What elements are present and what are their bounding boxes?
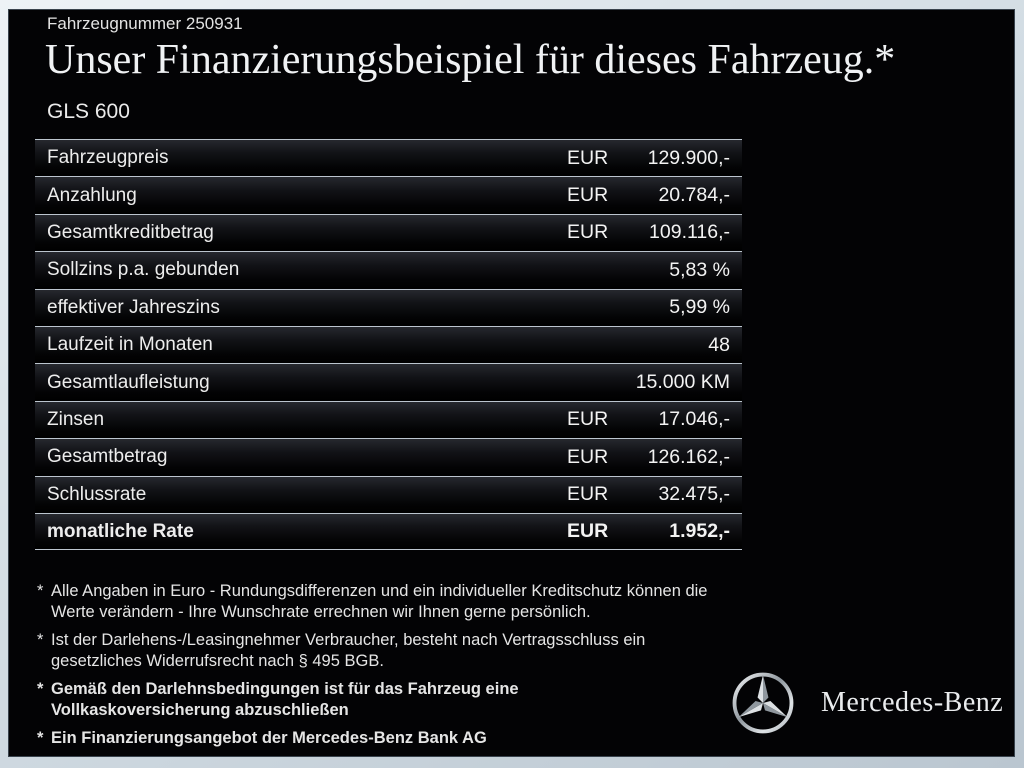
table-row: Sollzins p.a. gebunden 5,83 % <box>35 251 742 289</box>
footnote-text: Ist der Darlehens-/Leasingnehmer Verbrau… <box>51 631 646 670</box>
mercedes-star-icon <box>732 672 794 734</box>
brand-logo: Mercedes-Benz <box>731 671 1003 735</box>
table-row: Gesamtlaufleistung 15.000 KM <box>35 363 742 401</box>
row-currency: EUR <box>567 184 609 207</box>
row-label: Gesamtbetrag <box>47 446 168 468</box>
footnote-text: Alle Angaben in Euro - Rundungsdifferenz… <box>51 582 708 621</box>
row-label: Zinsen <box>47 408 105 430</box>
row-label: Laufzeit in Monaten <box>47 334 213 356</box>
footnote: * Ist der Darlehens-/Leasingnehmer Verbr… <box>37 630 761 672</box>
table-row: Gesamtbetrag EUR 126.162,- <box>35 438 742 476</box>
row-value: 48 <box>708 333 730 356</box>
row-value: 126.162,- <box>647 445 730 468</box>
table-row: Gesamtkreditbetrag EUR 109.116,- <box>35 213 742 252</box>
footnote-text: Gemäß den Darlehnsbedingungen ist für da… <box>51 680 519 719</box>
row-value: 129.900,- <box>647 146 730 169</box>
row-value: 5,99 % <box>669 296 730 319</box>
row-currency: EUR <box>567 445 609 468</box>
financing-table: Fahrzeugpreis EUR 129.900,- Anzahlung EUR… <box>35 139 742 551</box>
row-label: Schlussrate <box>47 483 147 505</box>
footnote: * Ein Finanzierungsangebot der Mercedes-… <box>37 728 761 749</box>
table-row: effektiver Jahreszins 5,99 % <box>35 288 742 326</box>
row-label: Gesamtkreditbetrag <box>47 221 214 243</box>
row-currency: EUR <box>567 408 609 431</box>
table-row-monthly-rate: monatliche Rate EUR 1.952,- <box>35 512 742 551</box>
model-name: GLS 600 <box>47 100 130 123</box>
row-value: 1.952,- <box>669 520 730 543</box>
row-label: Fahrzeugpreis <box>47 147 169 169</box>
row-label: Gesamtlaufleistung <box>47 371 210 393</box>
row-value: 109.116,- <box>649 221 730 244</box>
brand-wordmark: Mercedes-Benz <box>821 687 1004 718</box>
row-label: effektiver Jahreszins <box>47 296 220 318</box>
row-value: 15.000 KM <box>635 371 730 394</box>
row-value: 17.046,- <box>658 408 730 431</box>
row-label: monatliche Rate <box>47 520 194 542</box>
table-row: Schlussrate EUR 32.475,- <box>35 475 742 513</box>
row-currency: EUR <box>567 520 609 543</box>
page-title: Unser Finanzierungsbeispiel für dieses F… <box>45 37 896 83</box>
asterisk-marker: * <box>37 680 44 698</box>
row-value: 32.475,- <box>658 483 730 506</box>
table-row: Laufzeit in Monaten 48 <box>35 325 742 364</box>
footnotes: * Alle Angaben in Euro - Rundungsdiffere… <box>37 581 761 756</box>
table-row: Zinsen EUR 17.046,- <box>35 400 742 439</box>
asterisk-marker: * <box>37 631 44 649</box>
asterisk-marker: * <box>37 729 44 747</box>
row-value: 5,83 % <box>669 258 730 281</box>
asterisk-marker: * <box>37 582 44 600</box>
vehicle-number: Fahrzeugnummer 250931 <box>47 14 243 33</box>
table-row: Anzahlung EUR 20.784,- <box>35 176 742 214</box>
content-panel: Fahrzeugnummer 250931 Unser Finanzierung… <box>8 9 1015 757</box>
table-row: Fahrzeugpreis EUR 129.900,- <box>35 139 742 177</box>
footnote-text: Ein Finanzierungsangebot der Mercedes-Be… <box>51 729 487 747</box>
row-value: 20.784,- <box>658 184 730 207</box>
row-currency: EUR <box>567 483 609 506</box>
footnote: * Gemäß den Darlehnsbedingungen ist für … <box>37 679 761 721</box>
footnote: * Alle Angaben in Euro - Rundungsdiffere… <box>37 581 761 623</box>
row-label: Sollzins p.a. gebunden <box>47 259 240 281</box>
row-currency: EUR <box>567 221 609 244</box>
row-currency: EUR <box>567 146 609 169</box>
row-label: Anzahlung <box>47 184 137 206</box>
